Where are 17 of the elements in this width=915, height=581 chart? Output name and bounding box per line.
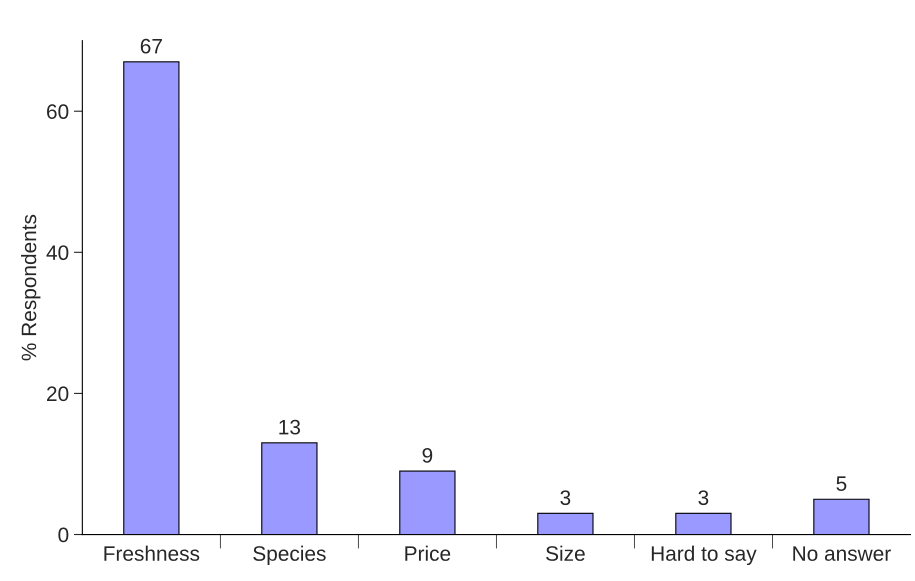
x-tick-label: No answer xyxy=(793,546,891,561)
data-label: 67 xyxy=(140,38,162,54)
y-tick-label: 60 xyxy=(47,104,68,119)
y-tick-label: 40 xyxy=(46,245,68,260)
x-tick-label: Species xyxy=(253,546,326,566)
x-tick-label: Price xyxy=(405,546,450,561)
data-label: 3 xyxy=(698,490,708,506)
data-label: 13 xyxy=(279,420,300,435)
data-label: 9 xyxy=(422,448,432,463)
x-tick-label: Freshness xyxy=(104,546,200,561)
y-axis-title: % Respondents xyxy=(21,214,40,360)
y-tick-label: 0 xyxy=(58,528,68,542)
data-label: 5 xyxy=(836,476,846,491)
y-tick-label: 20 xyxy=(47,386,68,402)
x-tick-label: Size xyxy=(546,546,585,561)
x-tick-label: Hard to say xyxy=(652,546,757,566)
data-label: 3 xyxy=(560,490,570,506)
